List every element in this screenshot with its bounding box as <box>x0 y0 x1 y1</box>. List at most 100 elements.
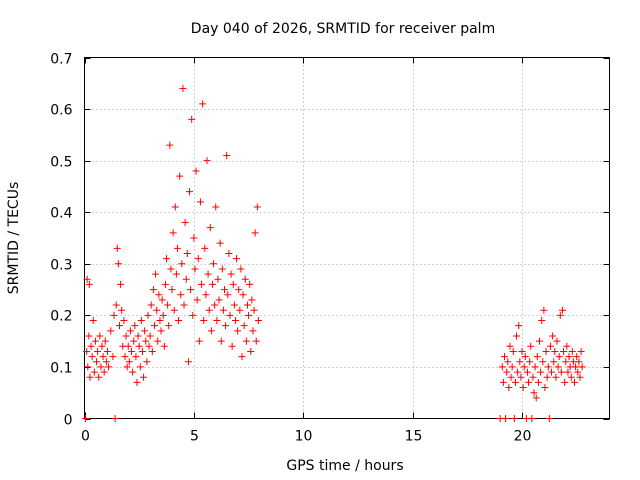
data-point <box>182 275 190 283</box>
data-point <box>523 368 531 376</box>
data-point <box>553 337 561 345</box>
data-point <box>134 332 142 340</box>
data-point <box>90 368 98 376</box>
data-point <box>155 291 163 299</box>
data-point <box>207 327 215 335</box>
data-point <box>102 358 110 366</box>
data-point <box>166 141 174 149</box>
data-point <box>206 224 214 232</box>
data-point <box>217 337 225 345</box>
x-axis-label: GPS time / hours <box>286 458 403 474</box>
data-point <box>111 415 119 422</box>
data-point <box>247 347 255 355</box>
data-point <box>527 342 535 350</box>
data-point <box>89 317 97 325</box>
data-point <box>557 368 565 376</box>
data-point <box>229 280 237 288</box>
data-point <box>221 286 228 294</box>
data-point <box>173 244 181 252</box>
data-point <box>510 415 518 422</box>
y-tick-label: 0.1 <box>50 361 72 377</box>
data-point <box>525 378 533 386</box>
data-point <box>228 342 236 350</box>
data-point <box>517 373 525 381</box>
data-point <box>222 322 230 330</box>
data-point <box>254 317 262 325</box>
data-point <box>172 270 180 278</box>
data-point <box>167 265 175 273</box>
data-point <box>126 327 134 335</box>
data-point <box>129 368 137 376</box>
data-point <box>237 265 245 273</box>
data-point <box>194 255 202 263</box>
data-point <box>101 337 109 345</box>
data-point <box>142 337 150 345</box>
data-point <box>511 378 519 386</box>
data-point <box>210 260 218 268</box>
data-point <box>193 296 201 304</box>
data-point <box>537 368 545 376</box>
data-point <box>187 286 195 294</box>
y-tick-label: 0 <box>64 413 73 429</box>
data-point <box>513 332 521 340</box>
data-point <box>252 337 260 345</box>
data-point <box>151 322 158 330</box>
data-point <box>572 363 580 371</box>
data-point <box>177 291 185 299</box>
y-tick-label: 0.2 <box>50 309 72 325</box>
data-point <box>235 286 243 294</box>
data-point <box>519 384 527 392</box>
data-point <box>195 337 203 345</box>
data-point <box>239 291 247 299</box>
data-point <box>97 363 105 371</box>
data-point <box>96 332 104 340</box>
data-point <box>536 337 543 345</box>
data-point <box>542 347 550 355</box>
data-point <box>564 368 572 376</box>
data-point <box>82 415 90 422</box>
data-point <box>516 358 524 366</box>
data-point <box>161 280 169 288</box>
data-point <box>505 384 513 392</box>
data-point <box>86 373 94 381</box>
x-tick-label: 20 <box>514 429 532 445</box>
data-point <box>164 301 172 309</box>
data-point <box>156 317 164 325</box>
data-point <box>530 389 538 397</box>
data-point <box>552 373 560 381</box>
data-point <box>213 317 221 325</box>
data-point <box>192 167 200 175</box>
data-point <box>186 188 193 196</box>
data-point <box>93 358 101 366</box>
data-point <box>109 353 117 361</box>
grid-lines <box>84 57 610 419</box>
data-point <box>184 358 192 366</box>
data-point <box>562 358 570 366</box>
data-point <box>152 270 160 278</box>
data-point <box>520 363 528 371</box>
data-point <box>175 317 183 325</box>
data-point <box>158 296 166 304</box>
data-point <box>245 311 253 319</box>
data-point <box>571 378 578 386</box>
data-point <box>95 373 103 381</box>
data-point <box>196 198 204 206</box>
data-point <box>176 172 184 180</box>
data-point <box>191 265 199 273</box>
data-point <box>88 353 96 361</box>
data-point <box>84 363 92 371</box>
data-point <box>560 347 568 355</box>
data-point <box>203 157 211 165</box>
data-point <box>568 347 576 355</box>
data-point <box>503 368 511 376</box>
data-point <box>204 270 212 278</box>
data-point <box>120 317 128 325</box>
data-point <box>160 342 168 350</box>
data-point <box>249 327 257 335</box>
data-point <box>149 286 157 294</box>
data-point <box>241 275 249 283</box>
data-point <box>529 373 537 381</box>
data-point <box>107 327 115 335</box>
data-point <box>181 219 189 227</box>
data-point <box>498 363 506 371</box>
